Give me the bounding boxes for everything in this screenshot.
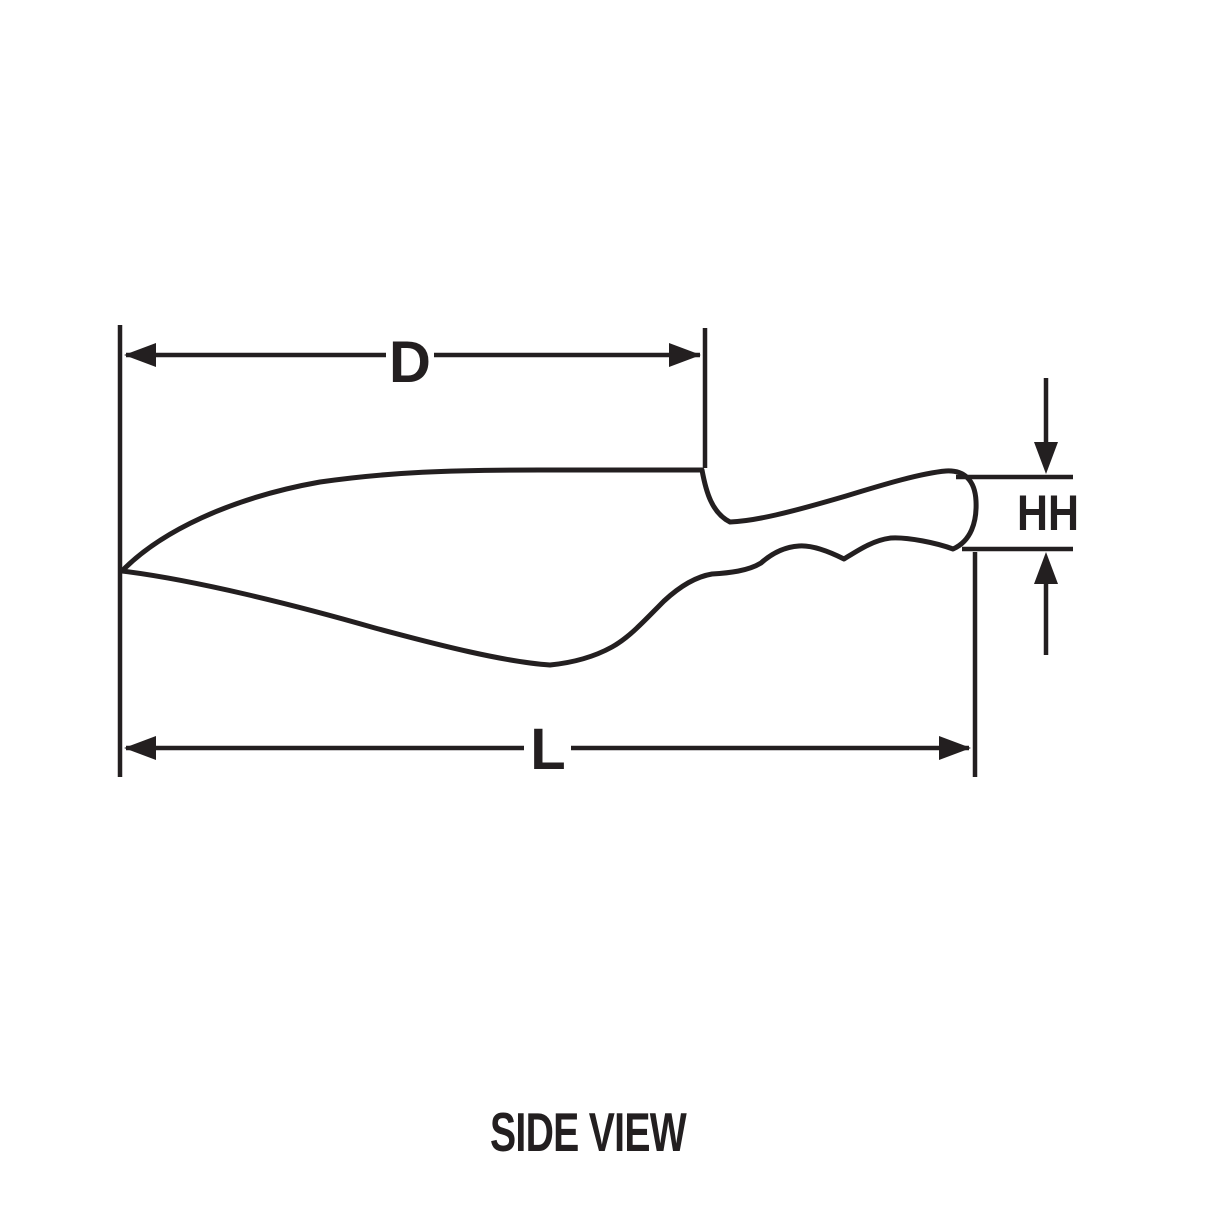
hh-arrow-up-icon: [1034, 552, 1058, 584]
d-dimension-label: D: [389, 330, 431, 395]
l-dimension-label: L: [530, 717, 565, 782]
hh-dimension-label: HH: [1017, 485, 1079, 541]
d-arrow-left-icon: [124, 343, 156, 367]
d-arrow-right-icon: [669, 343, 701, 367]
hh-arrow-down-icon: [1034, 442, 1058, 474]
knife-outline: [119, 467, 979, 668]
d-label-box: [386, 322, 434, 402]
l-arrow-right-icon: [939, 736, 971, 760]
l-arrow-left-icon: [124, 736, 156, 760]
l-label-box: [524, 721, 571, 778]
caption-side-view: SIDE VIEW: [490, 1101, 687, 1163]
